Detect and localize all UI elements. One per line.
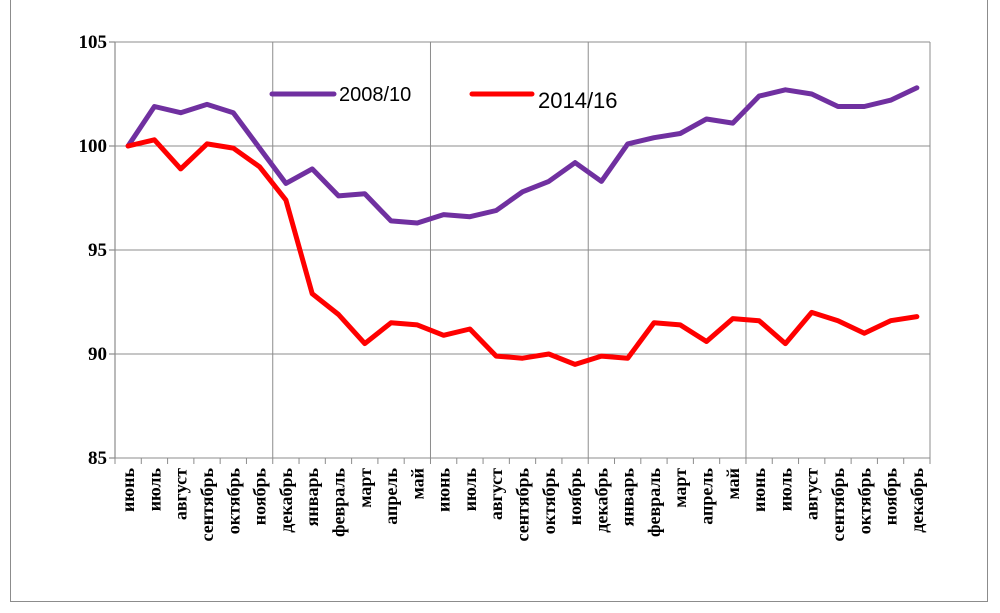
x-tick-label: январь [618,468,638,527]
x-tick-label: апрель [381,468,401,525]
x-tick-label: декабрь [276,468,296,533]
x-tick-label: июнь [118,468,138,512]
x-tick-label: февраль [328,468,348,537]
x-tick-label: ноябрь [250,468,270,526]
y-tick-label: 90 [88,344,107,365]
x-tick-label: май [723,468,743,500]
x-tick-label: апрель [697,468,717,525]
series-line-2014-16 [125,137,920,367]
series-line-2008-10 [125,85,920,226]
x-tick-label: июль [144,468,164,512]
x-tick-label: октябрь [223,468,243,535]
x-tick-label: ноябрь [565,468,585,526]
x-tick-label: сентябрь [828,468,848,542]
legend: 2008/10 2014/16 [269,84,618,113]
x-tick-label: август [171,468,191,520]
legend-label-2008-10: 2008/10 [339,84,411,106]
x-tick-label: сентябрь [513,468,533,542]
x-tick-label: октябрь [539,468,559,535]
x-tick-label: декабрь [591,468,611,533]
x-tick-label: июль [460,468,480,512]
x-tick-label: июнь [749,468,769,512]
x-tick-label: август [486,468,506,520]
x-tick-label: июнь [434,468,454,512]
x-tick-label: май [407,468,427,500]
y-tick-label: 100 [79,136,108,157]
x-tick-label: март [355,468,375,508]
y-tick-label: 105 [79,32,108,53]
x-tick-label: июль [775,468,795,512]
axes: 85 90 95 100 105 июнь июль август сентябрь октябр… [79,32,931,541]
grid-lines [115,41,931,459]
x-tick-label: декабрь [907,468,927,533]
x-tick-label: март [670,468,690,508]
y-tick-label: 85 [88,448,107,469]
x-tick-label: октябрь [854,468,874,535]
chart-frame [10,0,988,602]
legend-label-2014-16: 2014/16 [538,88,618,113]
x-tick-label: сентябрь [197,468,217,542]
y-tick-label: 95 [88,240,107,261]
x-tick-label: август [802,468,822,520]
x-tick-label: январь [302,468,322,527]
x-tick-label: февраль [644,468,664,537]
series-lines [125,85,920,367]
x-tick-label: ноябрь [881,468,901,526]
